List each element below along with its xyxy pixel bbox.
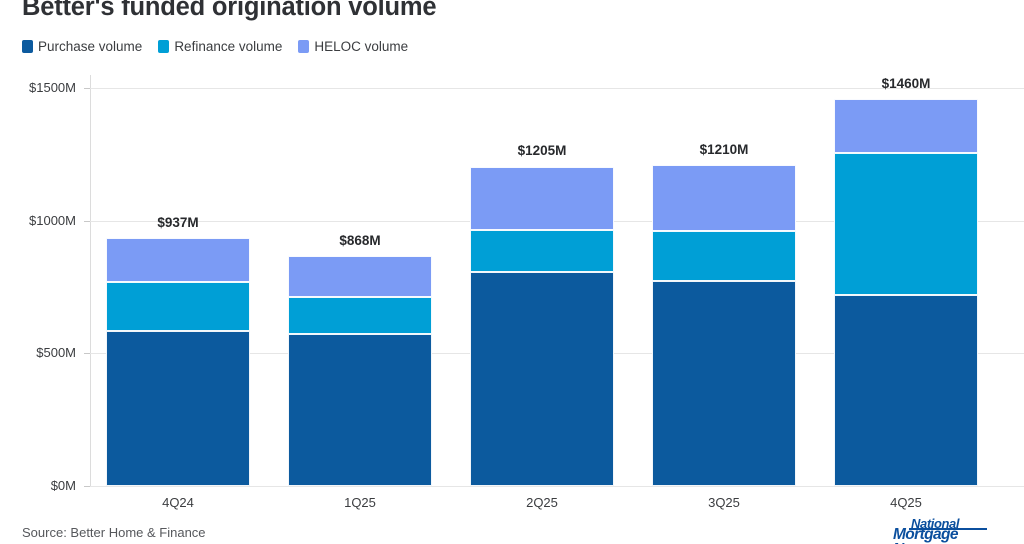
- bar-total-label: $1210M: [699, 142, 749, 158]
- bar-segment-refinance[interactable]: [652, 231, 796, 281]
- plot-area: $0M $500M $1000M $1500M $937M 4Q24 $868M 1Q25 $…: [29, 75, 1024, 510]
- bar-group-4q25[interactable]: $1460M 4Q25: [834, 75, 978, 510]
- logo-line-1: National: [911, 518, 960, 531]
- y-axis-tick-label: $0M: [50, 478, 76, 493]
- stacked-bar: $1210M: [652, 75, 796, 486]
- bar-segment-heloc[interactable]: [652, 165, 796, 232]
- y-axis-tick-label: $1500M: [29, 80, 76, 96]
- page-title: Better's funded origination volume: [22, 0, 437, 21]
- x-axis-tick-label: 4Q24: [162, 495, 194, 510]
- bar-total-label: $868M: [339, 232, 381, 248]
- stacked-bar: $868M: [288, 75, 432, 486]
- logo-divider: [909, 528, 987, 530]
- y-axis-tick-label: $500M: [36, 345, 76, 361]
- legend-label: Refinance volume: [174, 38, 283, 54]
- x-axis-tick-label: 2Q25: [526, 495, 558, 510]
- legend-item-refinance-volume[interactable]: Refinance volume: [158, 38, 283, 54]
- bar-segment-purchase[interactable]: [106, 330, 250, 486]
- square-swatch-icon: [298, 39, 310, 53]
- square-swatch-icon: [22, 39, 33, 53]
- stacked-bar: $937M: [106, 75, 250, 486]
- gridline: [90, 486, 1024, 487]
- bar-group-4q24[interactable]: $937M 4Q24: [106, 75, 250, 510]
- x-axis-tick-label: 3Q25: [708, 495, 740, 510]
- stacked-bar: $1205M: [470, 75, 614, 486]
- bar-segment-purchase[interactable]: [652, 280, 796, 486]
- legend-item-heloc-volume[interactable]: HELOC volume: [298, 38, 409, 54]
- bar-segment-purchase[interactable]: [470, 272, 614, 486]
- bar-segment-purchase[interactable]: [834, 294, 978, 486]
- bar-segment-refinance[interactable]: [470, 230, 614, 273]
- bar-segment-refinance[interactable]: [106, 281, 250, 331]
- bar-segment-refinance[interactable]: [834, 152, 978, 295]
- bar-segment-purchase[interactable]: [288, 334, 432, 486]
- square-swatch-icon: [158, 39, 170, 53]
- bar-segment-heloc[interactable]: [470, 166, 614, 231]
- bar-segment-refinance[interactable]: [288, 296, 432, 335]
- bar-total-label: $937M: [157, 214, 199, 230]
- bar-total-label: $1460M: [881, 75, 931, 91]
- legend-item-purchase-volume[interactable]: Purchase volume: [22, 38, 143, 54]
- y-axis-tick-mark: [84, 88, 90, 90]
- x-axis-tick-label: 1Q25: [344, 495, 376, 510]
- y-axis-tick-mark: [84, 220, 90, 222]
- y-axis-tick-mark: [84, 486, 90, 487]
- y-axis-tick-label: $1000M: [29, 212, 76, 228]
- x-axis-tick-label: 4Q25: [890, 495, 922, 510]
- y-axis-tick-mark: [84, 353, 90, 355]
- bar-group-2q25[interactable]: $1205M 2Q25: [470, 75, 614, 510]
- national-mortgage-news-logo: National Mortgage News: [893, 518, 989, 544]
- bar-segment-heloc[interactable]: [288, 255, 432, 297]
- stacked-bar: $1460M: [834, 75, 978, 486]
- gridline: [90, 88, 1024, 90]
- y-axis-line: [90, 75, 91, 486]
- bar-segment-heloc[interactable]: [106, 237, 250, 282]
- chart-legend: Purchase volume Refinance volume HELOC v…: [22, 37, 424, 55]
- bar-segment-heloc[interactable]: [834, 98, 978, 153]
- bar-group-3q25[interactable]: $1210M 3Q25: [652, 75, 796, 510]
- legend-label: Purchase volume: [38, 38, 143, 54]
- logo-line-2: Mortgage News: [893, 526, 959, 544]
- source-note: Source: Better Home & Finance: [22, 525, 206, 540]
- bar-group-1q25[interactable]: $868M 1Q25: [288, 75, 432, 510]
- legend-label: HELOC volume: [314, 38, 409, 54]
- bar-total-label: $1205M: [517, 143, 567, 159]
